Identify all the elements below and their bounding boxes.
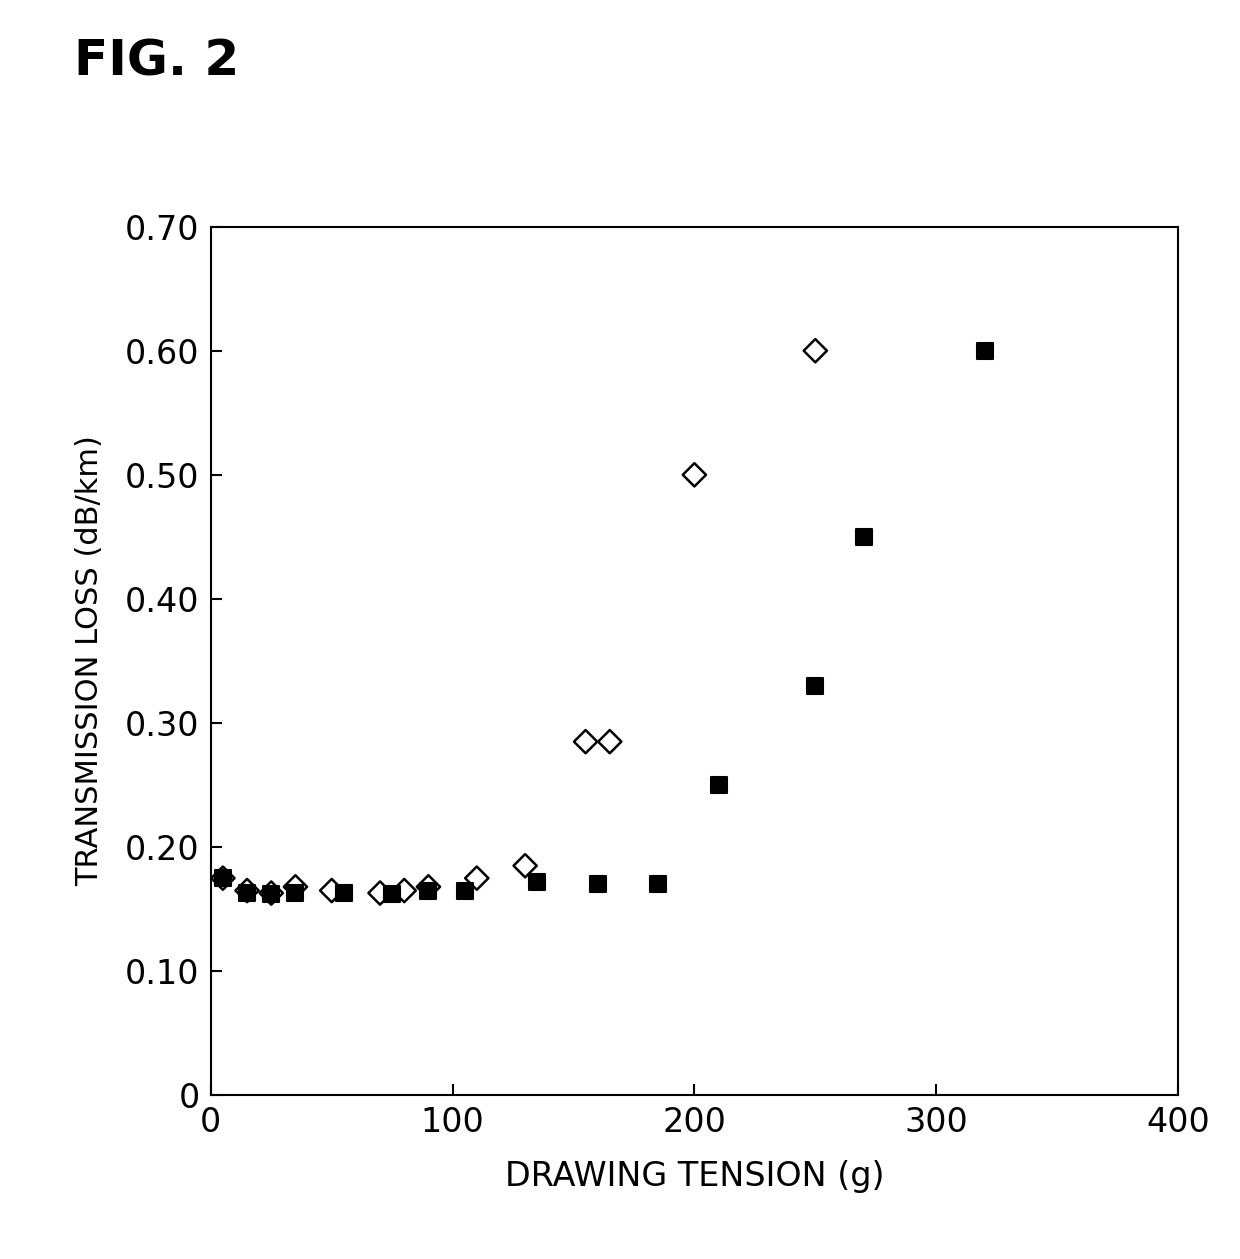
Point	[371, 883, 391, 903]
Point	[285, 876, 305, 896]
Point	[527, 871, 547, 891]
Point	[588, 874, 608, 894]
Point	[262, 883, 281, 903]
Point	[237, 880, 257, 900]
Point	[975, 341, 994, 361]
Point	[419, 876, 439, 896]
Point	[649, 874, 668, 894]
Point	[285, 883, 305, 903]
Point	[806, 676, 826, 696]
Point	[322, 880, 342, 900]
Point	[334, 883, 353, 903]
Point	[394, 880, 414, 900]
Point	[684, 465, 704, 485]
Point	[213, 869, 233, 889]
Point	[237, 883, 257, 903]
Point	[382, 884, 402, 904]
Point	[806, 341, 826, 361]
Point	[600, 731, 620, 752]
Point	[575, 731, 595, 752]
Point	[516, 856, 536, 876]
Point	[419, 880, 439, 900]
Point	[854, 526, 874, 546]
Point	[455, 880, 475, 900]
Point	[466, 869, 486, 889]
Point	[262, 884, 281, 904]
X-axis label: DRAWING TENSION (g): DRAWING TENSION (g)	[505, 1161, 884, 1194]
Y-axis label: TRANSMISSION LOSS (dB/km): TRANSMISSION LOSS (dB/km)	[76, 436, 104, 886]
Point	[709, 776, 729, 796]
Point	[213, 869, 233, 889]
Text: FIG. 2: FIG. 2	[74, 38, 239, 86]
